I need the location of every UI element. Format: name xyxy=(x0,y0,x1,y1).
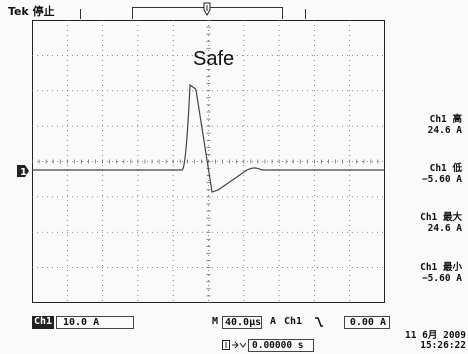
record-tick xyxy=(305,9,306,19)
measurement-ch1-high: Ch1 高 24.6 A xyxy=(392,114,462,136)
trigger-source[interactable]: Ch1 xyxy=(284,316,303,327)
channel-tag[interactable]: Ch1 xyxy=(32,316,54,329)
measurement-ch1-low: Ch1 低 −5.60 A xyxy=(392,163,462,185)
measurement-ch1-max: Ch1 最大 24.6 A xyxy=(392,212,462,234)
topbar: Tek 停止 xyxy=(0,0,468,20)
overlay-label: Safe xyxy=(193,48,235,70)
measurement-value: −5.60 A xyxy=(421,273,462,284)
status-bar: Ch1 10.0 A M 40.0µs A Ch1 0.00 A xyxy=(32,316,392,330)
brand-label: Tek xyxy=(8,5,29,18)
record-tick xyxy=(80,9,81,19)
waveform-display[interactable] xyxy=(32,20,385,303)
waveform-trace xyxy=(32,83,385,193)
trigger-mode: A xyxy=(270,316,277,327)
horizontal-position[interactable]: 0.00000 s xyxy=(222,339,342,352)
measurement-ch1-min: Ch1 最小 −5.60 A xyxy=(392,262,462,284)
ch1-ground-marker-icon[interactable]: 1 xyxy=(16,164,30,178)
trigger-position-icon[interactable] xyxy=(203,2,211,16)
measurement-label: Ch1 低 xyxy=(429,163,462,174)
timebase-tag: M xyxy=(212,316,219,327)
measurement-label: Ch1 最小 xyxy=(420,262,462,273)
brand-run-state: Tek 停止 xyxy=(8,3,55,19)
timebase-value[interactable]: 40.0µs xyxy=(222,316,262,329)
measurement-label: Ch1 最大 xyxy=(420,212,462,223)
horizontal-position-value: 0.00000 s xyxy=(248,339,314,352)
graticule xyxy=(32,20,385,303)
trigger-level[interactable]: 0.00 A xyxy=(344,316,390,329)
measurement-value: −5.60 A xyxy=(421,174,462,185)
run-state: 停止 xyxy=(32,5,55,18)
svg-text:1: 1 xyxy=(20,167,27,178)
measurement-label: Ch1 高 xyxy=(429,114,462,125)
measurement-value: 24.6 A xyxy=(427,223,462,234)
time-text: 15:26:22 xyxy=(420,340,466,351)
date-text: 11 6月 2009 xyxy=(405,330,466,341)
timestamp: 11 6月 2009 15:26:22 xyxy=(398,331,466,351)
measurement-value: 24.6 A xyxy=(427,125,462,136)
horizontal-position-icon xyxy=(222,340,246,350)
channel-scale[interactable]: 10.0 A xyxy=(56,316,134,329)
trigger-slope-icon[interactable] xyxy=(314,316,328,329)
